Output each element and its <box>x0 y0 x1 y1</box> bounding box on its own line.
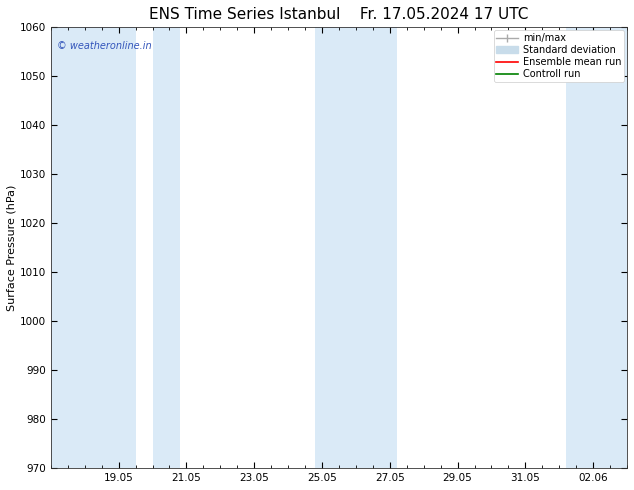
Bar <box>153 27 179 468</box>
Bar <box>315 27 396 468</box>
Text: © weatheronline.in: © weatheronline.in <box>56 41 152 50</box>
Bar <box>51 27 136 468</box>
Y-axis label: Surface Pressure (hPa): Surface Pressure (hPa) <box>7 185 17 311</box>
Legend: min/max, Standard deviation, Ensemble mean run, Controll run: min/max, Standard deviation, Ensemble me… <box>493 30 624 82</box>
Bar <box>566 27 627 468</box>
Title: ENS Time Series Istanbul    Fr. 17.05.2024 17 UTC: ENS Time Series Istanbul Fr. 17.05.2024 … <box>149 7 529 22</box>
